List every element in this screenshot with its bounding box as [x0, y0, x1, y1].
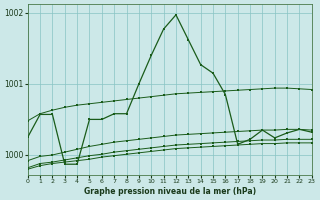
X-axis label: Graphe pression niveau de la mer (hPa): Graphe pression niveau de la mer (hPa): [84, 187, 256, 196]
